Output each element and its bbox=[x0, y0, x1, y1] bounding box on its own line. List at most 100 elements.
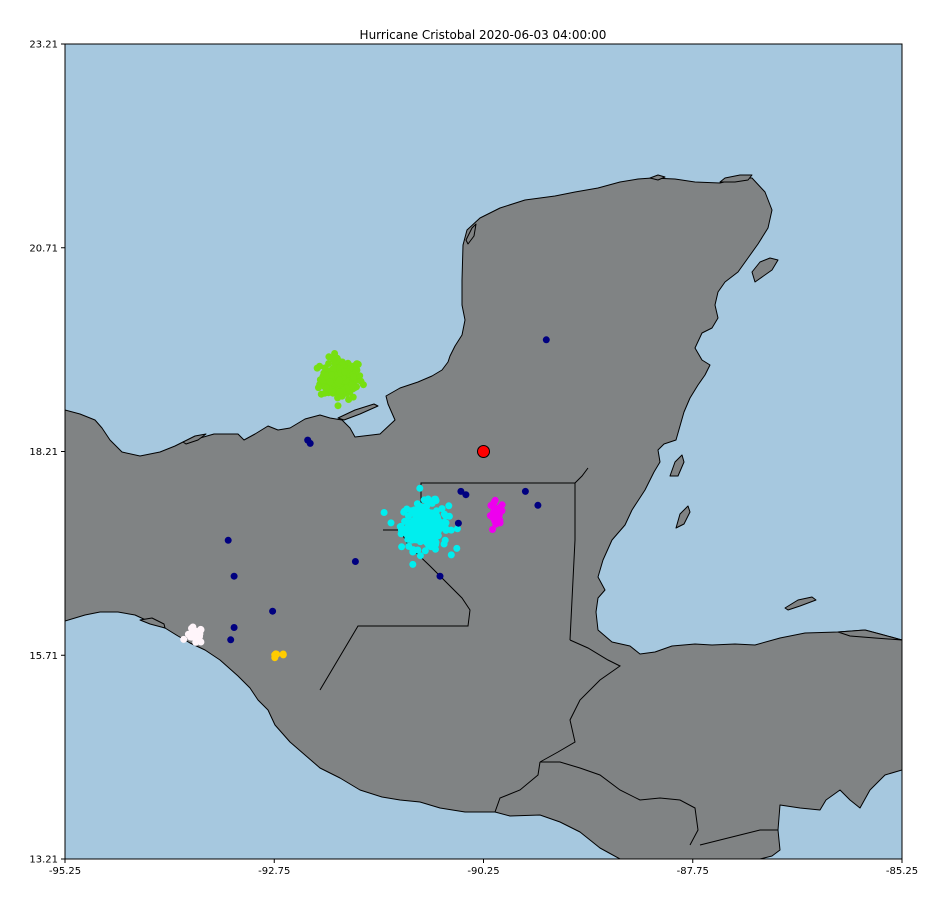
noise-point bbox=[462, 491, 470, 499]
cluster-point bbox=[325, 353, 333, 361]
cluster-point bbox=[453, 544, 461, 552]
cluster-point bbox=[357, 377, 365, 385]
map-area bbox=[65, 44, 902, 859]
border-guatemala-elsalvador bbox=[494, 761, 541, 813]
noise-point bbox=[457, 487, 465, 495]
cluster-point bbox=[442, 519, 450, 527]
cluster-point bbox=[489, 526, 496, 533]
y-tick-label: 13.21 bbox=[29, 855, 58, 866]
cluster-point bbox=[353, 360, 361, 368]
isla-del-carmen-west bbox=[182, 433, 207, 445]
cluster-point bbox=[328, 371, 336, 379]
cluster-point bbox=[487, 502, 495, 509]
cluster-point bbox=[453, 525, 461, 533]
y-tick-label: 23.21 bbox=[29, 40, 58, 51]
cluster-point bbox=[400, 507, 408, 515]
cluster-point bbox=[421, 547, 429, 555]
cluster-point bbox=[328, 387, 336, 395]
mainland-mexico-central-america bbox=[65, 177, 902, 859]
chart-title: Hurricane Cristobal 2020-06-03 04:00:00 bbox=[360, 28, 607, 42]
cluster-point bbox=[413, 514, 421, 521]
cluster-point bbox=[407, 528, 415, 536]
noise-points bbox=[224, 336, 550, 644]
cluster-points bbox=[180, 350, 506, 662]
cluster-point bbox=[271, 654, 279, 662]
noise-point bbox=[542, 336, 550, 344]
noise-point bbox=[351, 558, 359, 565]
cluster-point bbox=[335, 376, 343, 384]
cluster-point bbox=[433, 507, 440, 515]
cluster-point bbox=[423, 539, 431, 546]
lagoon-west-pacific bbox=[139, 617, 166, 629]
noise-point bbox=[534, 501, 542, 509]
cluster-point bbox=[405, 542, 413, 550]
cluster-point bbox=[348, 381, 356, 389]
cluster-point bbox=[192, 629, 200, 637]
noise-point bbox=[454, 519, 462, 527]
cluster-point bbox=[313, 364, 321, 372]
cluster-point bbox=[322, 384, 330, 392]
cluster-point bbox=[398, 543, 406, 551]
cluster-point bbox=[412, 519, 420, 527]
cluster-point bbox=[409, 560, 417, 568]
noise-point bbox=[227, 636, 235, 644]
cluster-point bbox=[279, 651, 287, 659]
border-guatemala-honduras bbox=[539, 639, 621, 763]
cluster-point bbox=[326, 378, 334, 386]
cluster-point bbox=[421, 508, 429, 516]
cluster-point bbox=[315, 384, 322, 392]
carmen-island bbox=[337, 403, 379, 421]
cluster-point bbox=[336, 388, 344, 396]
x-tick-label: -90.25 bbox=[467, 866, 499, 877]
border-mexico-belize bbox=[574, 467, 589, 484]
cluster-point bbox=[486, 512, 494, 520]
cluster-point bbox=[419, 524, 427, 532]
x-tick-label: -87.75 bbox=[677, 866, 709, 877]
ambergris-caye bbox=[675, 505, 691, 529]
cluster-point bbox=[413, 500, 421, 508]
x-axis-ticks: -95.25 -92.75 -90.25 -87.75 -85.25 bbox=[49, 859, 918, 877]
cluster-point bbox=[424, 499, 432, 507]
cluster-point bbox=[188, 624, 195, 632]
cluster-point bbox=[434, 520, 442, 527]
cluster-point bbox=[416, 552, 424, 560]
banco-chinchorro bbox=[669, 454, 685, 477]
cluster-point bbox=[438, 505, 446, 513]
cluster-point bbox=[432, 541, 440, 549]
cluster-point bbox=[345, 396, 353, 403]
noise-point bbox=[306, 439, 314, 447]
border-guatemala-belize bbox=[569, 483, 576, 641]
cluster-point bbox=[440, 540, 448, 548]
roatan-island bbox=[784, 596, 817, 611]
swan-island bbox=[649, 174, 666, 181]
mujeres-island bbox=[719, 174, 753, 183]
y-tick-label: 18.21 bbox=[29, 447, 58, 458]
cluster-point bbox=[331, 350, 339, 357]
cluster-point bbox=[341, 368, 348, 376]
cluster-point bbox=[442, 512, 450, 520]
cluster-point bbox=[432, 529, 440, 537]
noise-point bbox=[521, 487, 529, 495]
cluster-point bbox=[197, 626, 205, 634]
noise-point bbox=[230, 572, 238, 580]
cluster-point bbox=[321, 364, 329, 372]
cluster-point bbox=[495, 516, 503, 523]
x-tick-label: -95.25 bbox=[49, 866, 81, 877]
y-axis-ticks: 23.21 20.71 18.21 15.71 13.21 bbox=[29, 40, 65, 866]
cluster-point bbox=[334, 402, 342, 410]
noise-point bbox=[269, 607, 277, 615]
cluster-point bbox=[443, 526, 451, 533]
border-elsalvador-honduras bbox=[540, 761, 699, 846]
cluster-point bbox=[380, 509, 388, 516]
cluster-point bbox=[447, 551, 455, 559]
y-tick-label: 20.71 bbox=[29, 243, 58, 254]
cuba bbox=[837, 629, 902, 641]
noise-point bbox=[224, 536, 232, 544]
storm-center-marker bbox=[477, 445, 490, 458]
cluster-point bbox=[416, 484, 424, 492]
noise-point bbox=[230, 624, 238, 631]
lagoon-gulf bbox=[465, 223, 477, 245]
x-tick-label: -92.75 bbox=[258, 866, 290, 877]
cozumel-island bbox=[751, 257, 779, 283]
